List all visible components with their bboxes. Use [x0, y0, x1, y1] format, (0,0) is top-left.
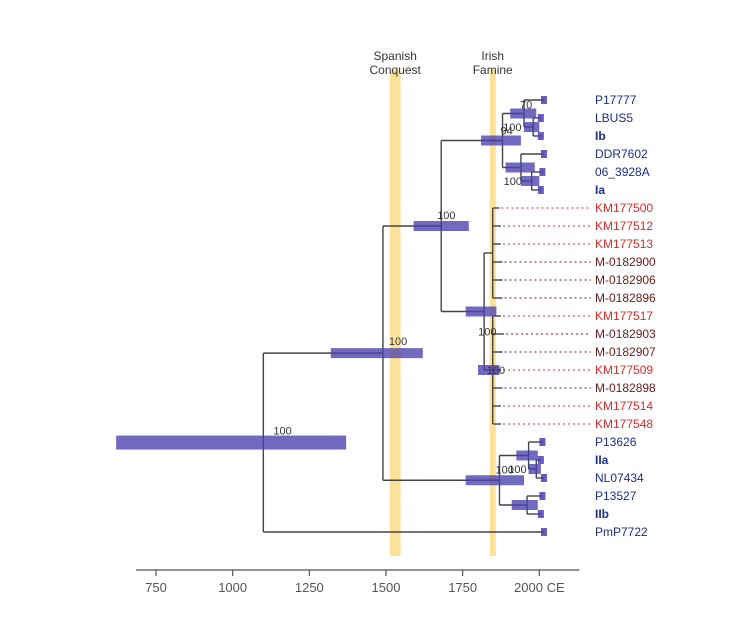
x-tick-label: 1250: [295, 580, 324, 595]
tip-label: M-0182900: [595, 255, 656, 269]
x-axis: 750 1000 1250 1500 1750 2000 CE: [136, 570, 579, 595]
event-band: [390, 70, 401, 556]
event-label: Spanish: [374, 49, 417, 63]
tip-label: M-0182896: [595, 291, 656, 305]
hpd-bar: [521, 176, 539, 186]
tip-label: M-0182906: [595, 273, 656, 287]
tip-label: Ib: [595, 129, 606, 143]
hpd-bar: [524, 122, 539, 132]
x-tick-label: 1750: [448, 580, 477, 595]
event-label: Conquest: [370, 63, 422, 77]
support-label: 100: [389, 336, 407, 348]
phylogeny-timeline: SpanishConquest IrishFamine 100 70 100 94 100 1…: [0, 0, 752, 635]
tip-label: 06_3928A: [595, 165, 650, 179]
x-tick-label: 1500: [372, 580, 401, 595]
hpd-bar: [466, 307, 497, 317]
tip-marker: [541, 528, 547, 536]
support-label: 100: [478, 327, 496, 339]
tip-marker: [539, 168, 545, 176]
tip-label: P17777: [595, 93, 637, 107]
hpd-bars: [116, 109, 541, 511]
tip-label: NL07434: [595, 471, 644, 485]
tip-label: KM177548: [595, 417, 653, 431]
tip-marker: [541, 474, 547, 482]
tip-label: KM177500: [595, 201, 653, 215]
tip-marker: [538, 114, 544, 122]
hpd-bar: [116, 436, 346, 450]
hpd-bar: [414, 221, 469, 231]
x-tick-label: 1000: [218, 580, 247, 595]
hpd-bar: [506, 163, 535, 173]
tip-label: KM177509: [595, 363, 653, 377]
event-label: Famine: [473, 63, 513, 77]
tip-marker: [538, 456, 544, 464]
support-label: 100: [504, 176, 522, 188]
tip-label: LBUS5: [595, 111, 633, 125]
tip-marker: [538, 186, 544, 194]
hpd-bar: [516, 451, 537, 461]
tip-label: KM177512: [595, 219, 653, 233]
tip-label: Ia: [595, 183, 605, 197]
support-label: 100: [487, 365, 505, 377]
x-tick-label: 2000 CE: [514, 580, 565, 595]
tip-marker: [541, 96, 547, 104]
tip-label: M-0182898: [595, 381, 656, 395]
support-label: 100: [273, 426, 291, 438]
tip-marker: [538, 510, 544, 518]
tip-label: P13626: [595, 435, 637, 449]
tip-label: DDR7602: [595, 147, 648, 161]
hpd-bar: [529, 464, 541, 474]
support-label: 100: [495, 464, 513, 476]
tip-label: KM177514: [595, 399, 653, 413]
hpd-bar: [512, 500, 538, 510]
tip-label: M-0182903: [595, 327, 656, 341]
support-label: 70: [520, 100, 532, 112]
x-tick-label: 750: [145, 580, 167, 595]
support-label: 100: [437, 210, 455, 222]
tip-label: M-0182907: [595, 345, 656, 359]
hpd-bar: [331, 348, 423, 358]
event-label: Irish: [481, 49, 504, 63]
hpd-bar: [466, 475, 524, 485]
tip-label: KM177517: [595, 309, 653, 323]
tip-marker: [539, 438, 545, 446]
tip-label: P13527: [595, 489, 637, 503]
tip-marker: [538, 132, 544, 140]
tip-marker: [541, 150, 547, 158]
tip-label: IIb: [595, 507, 609, 521]
tip-label: PmP7722: [595, 525, 648, 539]
support-label: 94: [501, 126, 513, 138]
tip-label: KM177513: [595, 237, 653, 251]
tip-marker: [539, 492, 545, 500]
tip-label: IIa: [595, 453, 609, 467]
